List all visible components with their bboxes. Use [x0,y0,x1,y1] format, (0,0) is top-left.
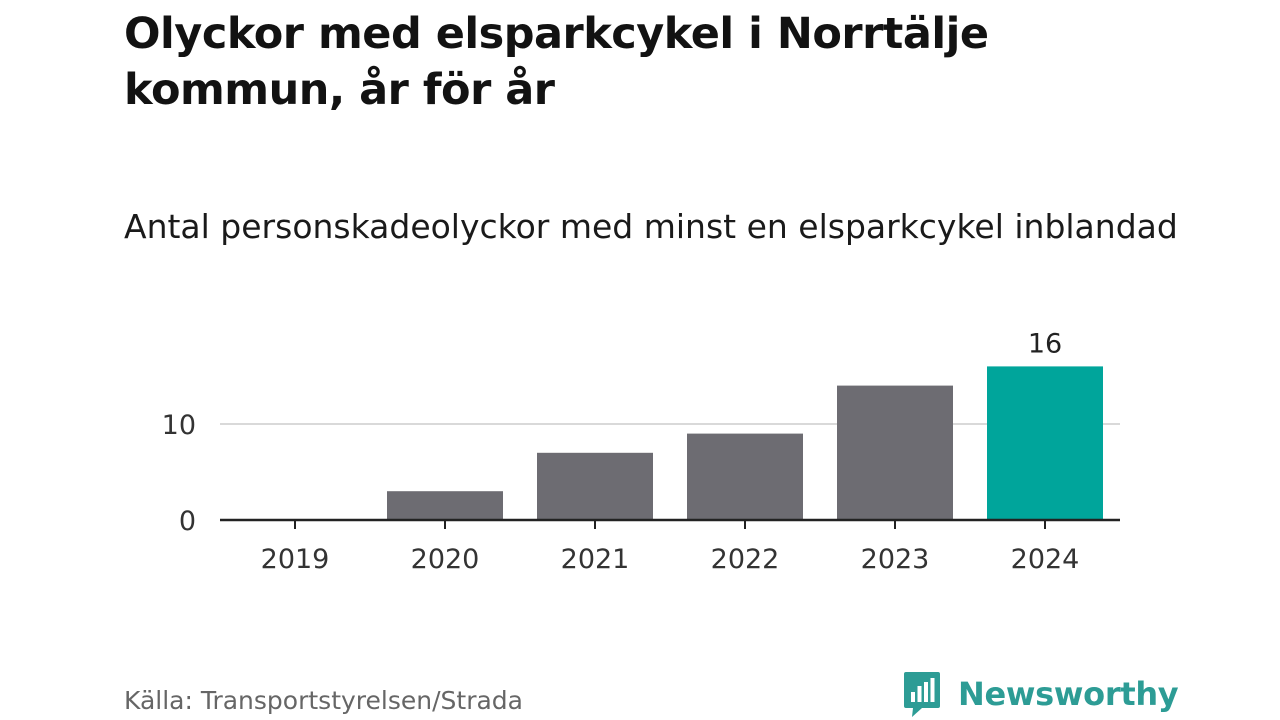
x-tick-label-2024: 2024 [1011,544,1080,575]
x-tick-label-2021: 2021 [561,544,630,575]
x-tick-label-2019: 2019 [261,544,330,575]
bar-2021 [537,452,653,520]
chart-title: Olyckor med elsparkcykel i Norrtälje kom… [124,9,989,115]
brand-logo: Newsworthy [902,670,1179,718]
bar-2022 [687,433,803,520]
bar-2023 [837,385,953,520]
y-tick-label-0: 0 [179,506,196,537]
bar-2024 [987,366,1103,520]
data-label-2024: 16 [1028,328,1062,359]
x-tick-label-2022: 2022 [711,544,780,575]
chart-subtitle: Antal personskadeolyckor med minst en el… [124,207,1178,246]
x-tick-label-2023: 2023 [861,544,930,575]
x-tick-label-2020: 2020 [411,544,480,575]
source-text: Källa: Transportstyrelsen/Strada [124,686,523,715]
newsworthy-chart-bubble-icon [904,672,940,717]
brand-name: Newsworthy [958,675,1179,713]
bar-2020 [387,491,503,520]
y-tick-label-1: 10 [162,410,196,441]
